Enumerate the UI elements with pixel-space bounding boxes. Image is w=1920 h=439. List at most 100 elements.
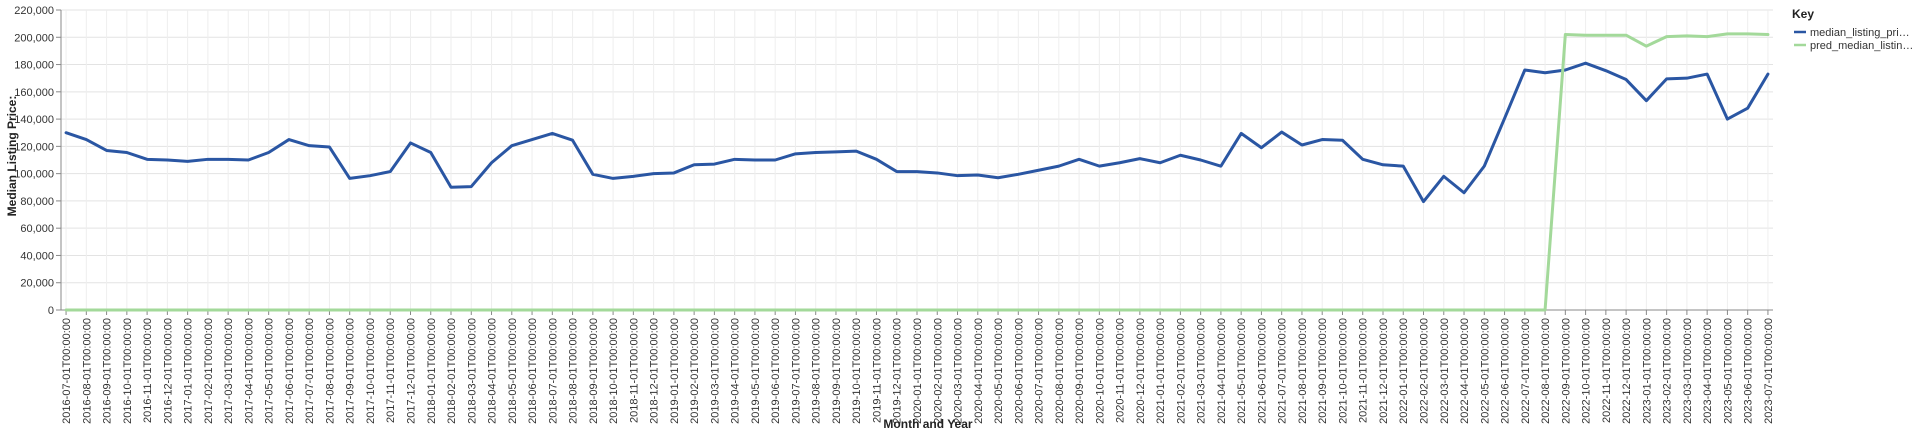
y-tick-label: 160,000 (14, 87, 54, 99)
x-tick-label: 2021-12-01T00:00:00 (1378, 318, 1390, 424)
x-tick-label: 2020-10-01T00:00:00 (1094, 318, 1106, 424)
x-tick-label: 2020-03-01T00:00:00 (953, 318, 965, 424)
x-tick-label: 2018-10-01T00:00:00 (608, 318, 620, 424)
x-tick-label: 2022-08-01T00:00:00 (1540, 318, 1552, 424)
x-tick-label: 2020-04-01T00:00:00 (973, 318, 985, 424)
x-axis-title: Month and Year (883, 417, 972, 431)
x-tick-label: 2021-08-01T00:00:00 (1297, 318, 1309, 424)
x-tick-label: 2019-03-01T00:00:00 (709, 318, 721, 424)
y-axis-title: Median Listing Price: (5, 96, 19, 217)
x-tick-label: 2022-02-01T00:00:00 (1419, 318, 1431, 424)
x-tick-label: 2022-04-01T00:00:00 (1459, 318, 1471, 424)
x-tick-label: 2021-10-01T00:00:00 (1337, 318, 1349, 424)
x-tick-label: 2023-07-01T00:00:00 (1763, 318, 1775, 424)
x-tick-label: 2017-11-01T00:00:00 (385, 318, 397, 423)
x-tick-label: 2022-11-01T00:00:00 (1601, 318, 1613, 423)
x-tick-label: 2021-01-01T00:00:00 (1155, 318, 1167, 424)
x-tick-label: 2021-06-01T00:00:00 (1256, 318, 1268, 424)
series-lines (64, 32, 1770, 312)
x-tick-label: 2022-12-01T00:00:00 (1621, 318, 1633, 424)
x-tick-label: 2021-04-01T00:00:00 (1216, 318, 1228, 424)
x-tick-label: 2023-02-01T00:00:00 (1662, 318, 1674, 424)
x-tick-label: 2019-12-01T00:00:00 (892, 318, 904, 424)
x-tick-label: 2018-03-01T00:00:00 (466, 318, 478, 424)
x-tick-label: 2018-11-01T00:00:00 (628, 318, 640, 423)
x-tick-label: 2017-02-01T00:00:00 (203, 318, 215, 424)
x-tick-label: 2021-03-01T00:00:00 (1196, 318, 1208, 424)
x-tick-label: 2016-12-01T00:00:00 (162, 318, 174, 424)
x-tick-label: 2020-01-01T00:00:00 (912, 318, 924, 424)
x-tick-label: 2017-10-01T00:00:00 (365, 318, 377, 424)
x-axis: 2016-07-01T00:00:00 2016-08-01T00:00:00 20… (61, 309, 1775, 424)
series-line-2 (64, 32, 1770, 312)
y-axis: 0 20,000 40,000 60,000 80,000 100,000 120,000 1… (14, 5, 62, 317)
x-tick-label: 2021-07-01T00:00:00 (1277, 318, 1289, 424)
x-tick-label: 2021-11-01T00:00:00 (1358, 318, 1370, 423)
x-tick-label: 2017-03-01T00:00:00 (223, 318, 235, 424)
x-tick-label: 2023-01-01T00:00:00 (1641, 318, 1653, 424)
x-tick-label: 2018-01-01T00:00:00 (426, 318, 438, 424)
x-tick-label: 2017-09-01T00:00:00 (345, 318, 357, 424)
legend-label: pred_median_listin… (1810, 40, 1913, 52)
x-tick-label: 2016-07-01T00:00:00 (61, 318, 73, 424)
x-tick-label: 2018-08-01T00:00:00 (568, 318, 580, 424)
x-tick-label: 2020-08-01T00:00:00 (1054, 318, 1066, 424)
x-tick-label: 2022-03-01T00:00:00 (1439, 318, 1451, 424)
x-tick-label: 2020-06-01T00:00:00 (1013, 318, 1025, 424)
x-tick-label: 2019-08-01T00:00:00 (811, 318, 823, 424)
x-tick-label: 2017-08-01T00:00:00 (324, 318, 336, 424)
x-tick-label: 2023-03-01T00:00:00 (1682, 318, 1694, 424)
x-tick-label: 2016-10-01T00:00:00 (122, 318, 134, 424)
x-tick-label: 2023-04-01T00:00:00 (1702, 318, 1714, 424)
x-tick-label: 2018-06-01T00:00:00 (527, 318, 539, 424)
y-tick-label: 100,000 (14, 169, 54, 181)
x-tick-label: 2018-05-01T00:00:00 (507, 318, 519, 424)
x-tick-label: 2017-07-01T00:00:00 (304, 318, 316, 424)
y-tick-label: 200,000 (14, 32, 54, 44)
x-tick-label: 2018-04-01T00:00:00 (487, 318, 499, 424)
x-tick-label: 2017-01-01T00:00:00 (183, 318, 195, 424)
x-tick-label: 2021-09-01T00:00:00 (1317, 318, 1329, 424)
x-tick-label: 2017-06-01T00:00:00 (284, 318, 296, 424)
x-tick-label: 2020-11-01T00:00:00 (1115, 318, 1127, 423)
x-tick-label: 2019-06-01T00:00:00 (770, 318, 782, 424)
y-tick-label: 180,000 (14, 60, 54, 72)
x-tick-label: 2016-11-01T00:00:00 (142, 318, 154, 423)
legend-title: Key (1792, 7, 1814, 21)
x-tick-label: 2019-07-01T00:00:00 (790, 318, 802, 424)
x-tick-label: 2019-02-01T00:00:00 (689, 318, 701, 424)
x-tick-label: 2019-10-01T00:00:00 (851, 318, 863, 424)
x-tick-label: 2021-02-01T00:00:00 (1175, 318, 1187, 424)
y-tick-label: 80,000 (20, 196, 54, 208)
x-tick-label: 2020-02-01T00:00:00 (932, 318, 944, 424)
gridlines (61, 9, 1773, 311)
x-tick-label: 2019-09-01T00:00:00 (831, 318, 843, 424)
x-tick-label: 2022-06-01T00:00:00 (1500, 318, 1512, 424)
y-tick-label: 220,000 (14, 5, 54, 17)
x-tick-label: 2020-12-01T00:00:00 (1135, 318, 1147, 424)
x-tick-label: 2019-01-01T00:00:00 (669, 318, 681, 424)
x-tick-label: 2022-05-01T00:00:00 (1479, 318, 1491, 424)
y-tick-label: 0 (48, 305, 54, 317)
y-tick-label: 140,000 (14, 114, 54, 126)
x-tick-label: 2022-07-01T00:00:00 (1520, 318, 1532, 424)
x-tick-label: 2017-04-01T00:00:00 (243, 318, 255, 424)
x-tick-label: 2019-11-01T00:00:00 (871, 318, 883, 423)
x-tick-label: 2018-02-01T00:00:00 (446, 318, 458, 424)
x-tick-label: 2017-12-01T00:00:00 (405, 318, 417, 424)
series-line-1 (64, 61, 1770, 204)
x-tick-label: 2023-05-01T00:00:00 (1722, 318, 1734, 424)
x-tick-label: 2019-05-01T00:00:00 (750, 318, 762, 424)
x-tick-label: 2020-09-01T00:00:00 (1074, 318, 1086, 424)
y-tick-label: 40,000 (20, 250, 54, 262)
x-tick-label: 2022-01-01T00:00:00 (1398, 318, 1410, 424)
x-tick-label: 2022-10-01T00:00:00 (1581, 318, 1593, 424)
x-tick-label: 2016-09-01T00:00:00 (102, 318, 114, 424)
x-tick-label: 2019-04-01T00:00:00 (730, 318, 742, 424)
y-tick-label: 20,000 (20, 278, 54, 290)
x-tick-label: 2018-09-01T00:00:00 (588, 318, 600, 424)
x-tick-label: 2023-06-01T00:00:00 (1743, 318, 1755, 424)
x-tick-label: 2020-07-01T00:00:00 (1034, 318, 1046, 424)
